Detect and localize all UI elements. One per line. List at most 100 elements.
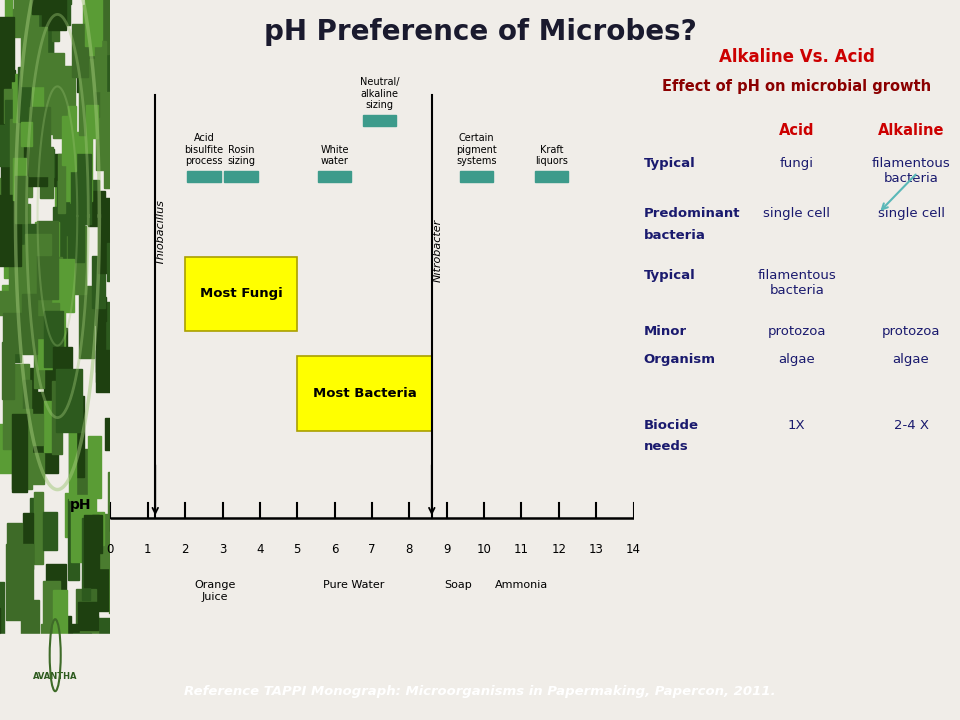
Bar (85, 0, 102, 55)
Text: Typical: Typical (643, 269, 695, 282)
Bar (94, 618, 118, 654)
Text: algae: algae (893, 353, 929, 366)
Bar (12, 79, 38, 130)
Bar (79, 512, 105, 545)
Bar (103, 656, 120, 720)
Bar (298, 356, 432, 431)
Bar (17, 0, 31, 15)
Bar (80, 286, 94, 359)
Bar (24, 276, 51, 338)
Bar (31, 138, 41, 172)
Text: Acid
bisulfite
process: Acid bisulfite process (184, 133, 224, 166)
Text: 9: 9 (443, 543, 450, 556)
Bar (10, 245, 27, 320)
Bar (54, 0, 71, 4)
Bar (21, 600, 38, 685)
Bar (38, 302, 53, 378)
Bar (46, 564, 65, 613)
Bar (82, 518, 90, 600)
Bar (54, 207, 76, 235)
Bar (80, 59, 94, 135)
Bar (32, 83, 42, 134)
Bar (105, 418, 111, 449)
Text: algae: algae (779, 353, 815, 366)
Bar (43, 311, 62, 366)
Bar (36, 0, 50, 62)
Bar (0, 582, 5, 638)
Bar (96, 297, 106, 320)
Bar (18, 67, 36, 122)
Bar (119, 595, 128, 665)
Bar (115, 57, 133, 122)
Text: single cell: single cell (763, 207, 830, 220)
Bar (84, 5, 98, 91)
Bar (41, 63, 62, 89)
Bar (0, 125, 10, 166)
Bar (18, 224, 45, 301)
Text: Orange
Juice: Orange Juice (194, 580, 236, 602)
Bar (96, 326, 109, 372)
Bar (96, 351, 113, 392)
Text: Pure Water: Pure Water (323, 580, 384, 590)
Bar (56, 0, 70, 25)
Bar (318, 171, 351, 182)
Text: Thiobacillus: Thiobacillus (156, 199, 166, 265)
Bar (86, 668, 109, 720)
Bar (33, 638, 43, 703)
Bar (80, 616, 98, 690)
Bar (22, 405, 34, 483)
Bar (96, 0, 109, 54)
Bar (26, 22, 53, 89)
Bar (84, 49, 99, 117)
Bar (36, 221, 59, 299)
Bar (3, 313, 22, 353)
Text: 2: 2 (181, 543, 189, 556)
Bar (109, 505, 124, 531)
Bar (39, 147, 54, 198)
Bar (185, 256, 298, 331)
Bar (35, 63, 54, 102)
Bar (25, 239, 47, 294)
Text: Alkaline: Alkaline (877, 122, 945, 138)
Bar (62, 116, 73, 166)
Bar (0, 679, 6, 720)
Bar (37, 297, 65, 369)
Text: 13: 13 (588, 543, 604, 556)
Bar (7, 523, 22, 559)
Bar (51, 257, 62, 294)
Bar (2, 284, 13, 307)
Bar (31, 392, 58, 474)
Bar (53, 0, 60, 41)
Bar (68, 204, 84, 262)
Bar (0, 291, 10, 315)
Bar (38, 89, 49, 142)
Bar (41, 624, 53, 697)
Text: needs: needs (643, 441, 688, 454)
Text: Soap: Soap (444, 580, 471, 590)
Bar (34, 92, 40, 148)
Bar (6, 544, 34, 620)
Bar (71, 495, 96, 562)
Text: protozoa: protozoa (882, 325, 940, 338)
Bar (41, 0, 52, 12)
Bar (72, 24, 88, 77)
Bar (47, 154, 72, 186)
Text: Biocide: Biocide (643, 418, 698, 431)
Bar (115, 191, 123, 256)
Bar (44, 639, 71, 692)
Text: 0: 0 (107, 543, 114, 556)
Bar (114, 654, 132, 684)
Bar (36, 222, 59, 305)
Bar (32, 0, 43, 14)
Bar (88, 34, 113, 89)
Bar (96, 92, 121, 171)
Bar (22, 294, 37, 354)
Bar (13, 74, 21, 122)
Bar (65, 493, 81, 537)
Bar (88, 192, 105, 226)
Bar (0, 194, 21, 266)
Bar (11, 700, 28, 720)
Bar (87, 556, 108, 611)
Text: Kraft
liquors: Kraft liquors (535, 145, 567, 166)
Bar (119, 512, 132, 534)
